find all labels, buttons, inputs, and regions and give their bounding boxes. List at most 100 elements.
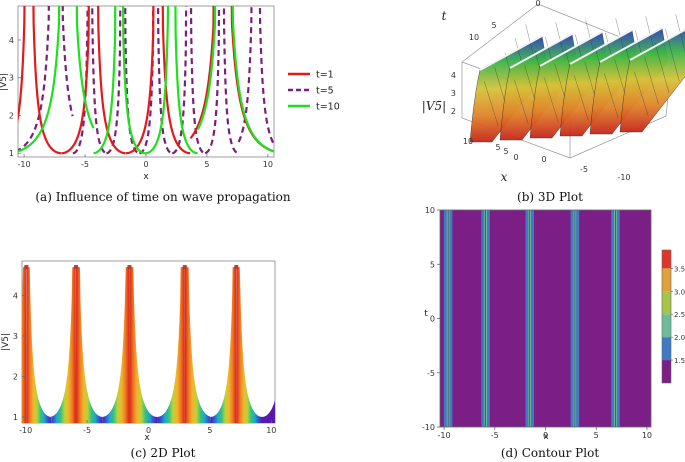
panel-b-ttick-top-label: 0 xyxy=(535,0,540,8)
panel-c-area-chart: -10 -5 0 5 10 1 2 3 4 x |V5| (c) 2D Plot xyxy=(1,260,276,460)
panel-d-caption: (d) Contour Plot xyxy=(501,446,599,460)
panel-b-ttick-label: 10 xyxy=(463,137,473,146)
surface-mesh-line xyxy=(634,71,649,117)
legend-label-t5: t=5 xyxy=(316,86,334,97)
panel-b-tlabel: t xyxy=(442,9,447,23)
colorbar-segment xyxy=(662,360,671,383)
panel-c-ytick-label: 2 xyxy=(13,372,18,381)
filled-spike-area xyxy=(102,267,130,423)
panel-c-ytick-label: 3 xyxy=(13,332,18,341)
panel-a-line-chart: -10 -5 0 5 10 1 2 3 4 x |V5| t=1 t=5 t=10 (a) Infl… xyxy=(0,5,340,204)
panel-d-ytick-label: 0 xyxy=(430,315,435,324)
colorbar-segment xyxy=(662,268,671,292)
panel-b-xtick-label: -5 xyxy=(580,165,588,174)
panel-b-ttick-label: 0 xyxy=(513,153,518,162)
spike-cap xyxy=(182,265,187,270)
panel-d-xtick-label: 0 xyxy=(543,431,548,440)
panel-c-xtick-label: -5 xyxy=(83,426,91,435)
spike-cap xyxy=(74,265,79,270)
legend-label-t1: t=1 xyxy=(316,70,334,81)
panel-a-frame xyxy=(17,5,275,158)
colorbar-segment xyxy=(662,337,671,361)
contour-band xyxy=(487,210,490,427)
panel-a-ytick-label: 2 xyxy=(9,111,14,120)
panel-d-ytick-label: 10 xyxy=(425,206,435,215)
contour-band xyxy=(443,210,447,427)
colorbar-segment xyxy=(662,291,671,315)
surface-mesh-line xyxy=(544,77,559,123)
panel-d-ytick-label: -10 xyxy=(422,423,435,432)
panel-a-xtick-label: 10 xyxy=(263,160,273,169)
colorbar-tick-label: 2.0 xyxy=(674,334,685,342)
colorbar-segment xyxy=(662,314,671,338)
panel-d-xtick-label: -5 xyxy=(491,431,499,440)
panel-a-ylabel: |V5| xyxy=(0,73,9,91)
filled-spike-area xyxy=(210,267,237,423)
contour-band xyxy=(576,210,580,427)
panel-c-xtick-label: 0 xyxy=(146,426,151,435)
panel-d-xtick-label: -10 xyxy=(438,431,451,440)
surface-ridge xyxy=(619,29,685,133)
contour-band xyxy=(531,210,535,427)
contour-band xyxy=(481,210,485,427)
contour-band xyxy=(449,210,453,427)
surface-mesh-line xyxy=(675,14,685,52)
panel-b-xtick-label: 5 xyxy=(503,147,508,156)
panel-b-ttick-top-label: 10 xyxy=(469,33,479,42)
panel-a-xtick-label: -5 xyxy=(81,160,89,169)
contour-band xyxy=(525,210,529,427)
panel-d-ytick-label: -5 xyxy=(427,369,435,378)
panel-a-xtick-label: 0 xyxy=(143,160,148,169)
panel-b-ttick-label: 5 xyxy=(495,143,500,152)
panel-b-xtick-label: 0 xyxy=(541,155,546,164)
panel-c-xtick-label: 5 xyxy=(207,426,212,435)
panel-d-contour-plot: -10 -5 0 5 10 -10 -5 0 5 10 1.5 2.0 2.5 3.0 3.5 x t (… xyxy=(422,206,685,460)
surface-mesh-line xyxy=(604,73,619,119)
panel-d-xtick-label: 5 xyxy=(594,431,599,440)
filled-spike-area xyxy=(129,267,158,423)
panel-a-xlabel: x xyxy=(143,172,149,182)
panel-b-ztick-label: 2 xyxy=(451,107,456,116)
panel-c-xlabel: x xyxy=(144,433,150,443)
panel-b-caption: (b) 3D Plot xyxy=(517,190,583,204)
panel-d-ylabel: t xyxy=(424,309,428,319)
panel-a-ytick-label: 4 xyxy=(9,36,14,45)
panel-b-ttick-top-label: 5 xyxy=(491,21,496,30)
series-line-t1 xyxy=(18,6,274,155)
panel-a-legend: t=1 t=5 t=10 xyxy=(288,70,340,113)
panel-a-ytick-label: 3 xyxy=(9,74,14,83)
panel-d-ytick-label: 5 xyxy=(430,260,435,269)
panel-d-xtick-label: 10 xyxy=(642,431,652,440)
surface-mesh-line xyxy=(654,42,670,94)
filled-spike-area xyxy=(184,267,211,423)
surface-mesh-line xyxy=(644,57,659,105)
panel-a-xtick-label: 5 xyxy=(204,160,209,169)
spike-cap xyxy=(234,265,239,270)
contour-band xyxy=(570,210,574,427)
panel-c-ylabel: |V5| xyxy=(1,333,11,351)
panel-b-zlabel: |V5| xyxy=(422,99,446,113)
filled-spike-area xyxy=(236,267,275,423)
surface-ridge-cap xyxy=(569,29,633,65)
colorbar-tick-label: 2.5 xyxy=(674,311,685,319)
filled-spike-area xyxy=(26,267,52,423)
panel-d-xlabel: x xyxy=(543,432,549,442)
panel-a-caption: (a) Influence of time on wave propagatio… xyxy=(35,190,291,204)
surface-ridge-cap xyxy=(599,27,663,63)
panel-a-xtick-label: -10 xyxy=(18,160,31,169)
contour-band xyxy=(616,210,620,427)
panel-d-colorbar: 1.5 2.0 2.5 3.0 3.5 xyxy=(661,249,685,384)
surface-mesh-line xyxy=(514,79,529,125)
panel-c-ytick-label: 4 xyxy=(13,291,18,300)
surface-ridge-cap xyxy=(629,28,685,61)
panel-b-ztick-label: 3 xyxy=(451,89,456,98)
spike-cap xyxy=(127,265,132,270)
panel-a-ytick-label: 1 xyxy=(9,149,14,158)
series-line-t5 xyxy=(18,6,274,155)
panel-b-xtick-label: -10 xyxy=(617,173,630,182)
colorbar-segment xyxy=(662,250,671,269)
filled-spike-area xyxy=(157,267,185,423)
panel-c-xtick-label: -10 xyxy=(19,426,32,435)
